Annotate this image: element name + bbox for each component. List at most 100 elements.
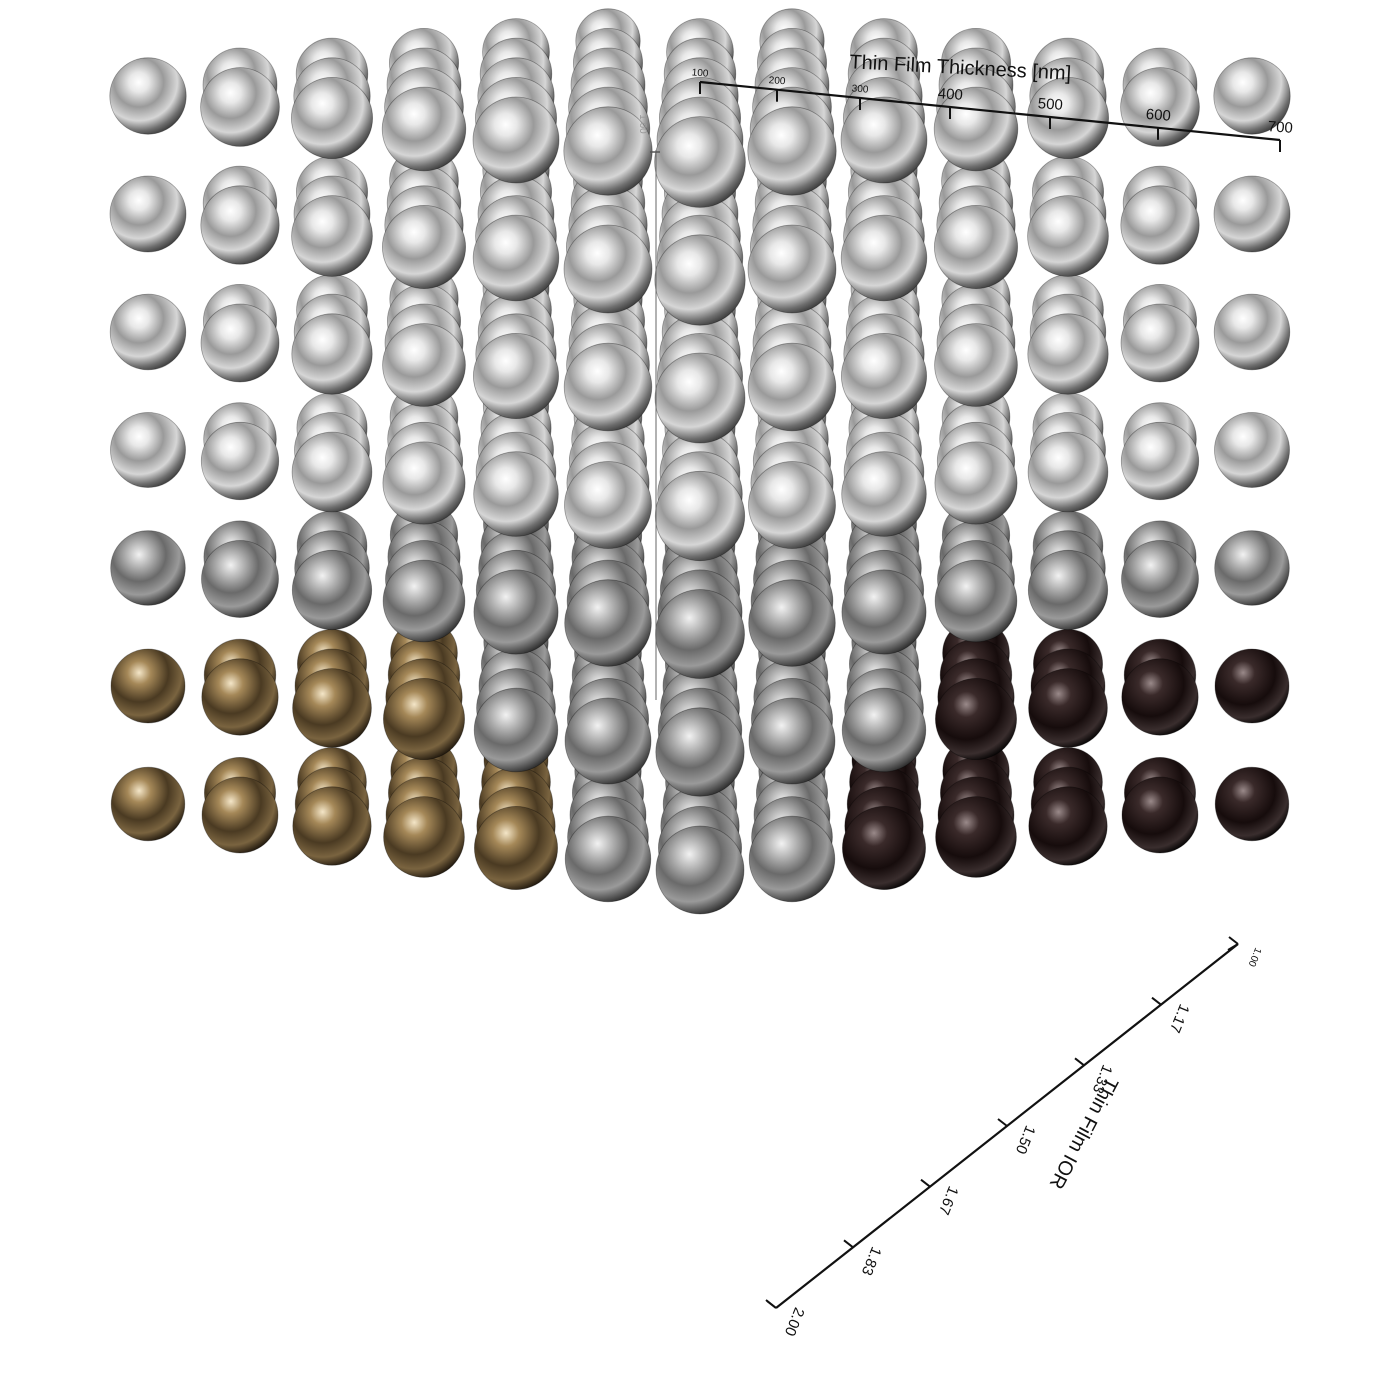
sphere xyxy=(654,116,746,208)
sphere xyxy=(382,323,466,407)
sphere xyxy=(654,470,746,562)
ior-tick-mark xyxy=(843,1239,854,1249)
sphere xyxy=(201,776,279,854)
sphere xyxy=(747,342,837,432)
thickness-tick-label: 500 xyxy=(1037,95,1063,114)
thickness-tick-label: 300 xyxy=(851,83,869,95)
ior-axis: 1.001.171.331.501.671.832.00 Thin Film I… xyxy=(765,936,1263,1338)
sphere xyxy=(381,86,467,172)
sphere xyxy=(109,293,187,371)
sphere xyxy=(1120,185,1200,265)
sphere xyxy=(564,815,652,903)
sphere xyxy=(1214,648,1290,724)
sphere xyxy=(1214,412,1290,488)
sphere xyxy=(472,332,559,419)
sphere xyxy=(1028,786,1108,866)
sphere xyxy=(472,96,560,184)
sphere xyxy=(934,441,1018,525)
ior-tick-mark xyxy=(920,1178,931,1188)
sphere xyxy=(110,766,186,842)
vertical-axis: 1.00 xyxy=(637,114,660,700)
sphere xyxy=(1027,195,1109,277)
sphere xyxy=(748,461,836,549)
sphere xyxy=(841,687,927,773)
sphere xyxy=(564,461,652,549)
sphere xyxy=(841,569,927,655)
sphere xyxy=(1028,668,1108,748)
sphere xyxy=(290,77,373,159)
sphere xyxy=(200,421,280,501)
sphere xyxy=(842,806,927,891)
thickness-tick-label: 600 xyxy=(1145,106,1171,125)
sphere xyxy=(935,678,1018,761)
sphere xyxy=(291,431,373,513)
sphere xyxy=(472,214,560,302)
sphere-grid xyxy=(109,8,1291,915)
sphere xyxy=(1213,175,1291,253)
sphere xyxy=(1214,530,1290,606)
sphere xyxy=(934,204,1019,289)
ior-tick-mark xyxy=(997,1118,1008,1127)
ior-tick-label: 1.00 xyxy=(1245,946,1263,969)
sphere xyxy=(1120,421,1200,501)
sphere xyxy=(109,57,187,135)
sphere xyxy=(1121,776,1199,854)
sphere xyxy=(655,707,745,797)
sphere xyxy=(200,67,280,147)
sphere xyxy=(655,825,745,915)
thickness-tick-label: 200 xyxy=(768,75,786,87)
sphere xyxy=(840,96,928,184)
sphere xyxy=(654,352,746,444)
sphere xyxy=(841,332,928,419)
sphere xyxy=(1213,293,1291,371)
sphere xyxy=(200,185,280,265)
sphere xyxy=(748,697,836,785)
sphere xyxy=(291,549,373,631)
thickness-axis-line xyxy=(699,80,1281,142)
thickness-tick-label: 700 xyxy=(1267,118,1293,137)
sphere xyxy=(841,451,927,537)
sphere xyxy=(747,224,837,314)
sphere xyxy=(473,687,559,773)
sphere xyxy=(747,106,837,196)
sphere xyxy=(1121,658,1199,736)
sphere xyxy=(563,342,653,432)
sphere xyxy=(473,806,558,891)
ior-axis-title: Thin Film IOR xyxy=(1045,1073,1122,1192)
sphere xyxy=(201,658,279,736)
thickness-tick-label: 100 xyxy=(691,67,709,79)
sphere xyxy=(1121,540,1199,618)
ior-tick-mark xyxy=(1228,936,1239,945)
sphere xyxy=(1027,313,1109,395)
ior-tick-label: 1.83 xyxy=(858,1244,885,1277)
ior-axis-start-cap xyxy=(1227,943,1239,951)
sphere xyxy=(840,214,928,302)
sphere xyxy=(473,451,559,537)
sphere xyxy=(381,204,466,289)
sphere xyxy=(292,668,372,748)
sphere xyxy=(291,313,373,395)
sphere xyxy=(1027,431,1109,513)
sphere xyxy=(382,678,465,761)
sphere xyxy=(1214,766,1290,842)
ior-tick-label: 1.50 xyxy=(1012,1123,1039,1156)
ior-ticks: 1.001.171.331.501.671.832.00 xyxy=(766,936,1263,1338)
sphere xyxy=(1213,57,1291,135)
sphere xyxy=(564,579,652,667)
sphere xyxy=(382,441,466,525)
sphere xyxy=(109,175,187,253)
sphere xyxy=(934,559,1018,643)
sphere xyxy=(1120,303,1200,383)
sphere xyxy=(563,224,653,314)
thickness-tick-label: 400 xyxy=(937,85,963,104)
sphere xyxy=(563,106,653,196)
sphere xyxy=(655,589,745,679)
sphere xyxy=(654,234,746,326)
sphere xyxy=(382,559,466,643)
vertical-tick-label: 1.00 xyxy=(637,114,648,134)
sphere xyxy=(935,796,1017,878)
thickness-ticks: 100 200 300 400 500 600 700 xyxy=(691,67,1293,152)
sphere xyxy=(564,697,652,785)
sphere xyxy=(748,815,836,903)
